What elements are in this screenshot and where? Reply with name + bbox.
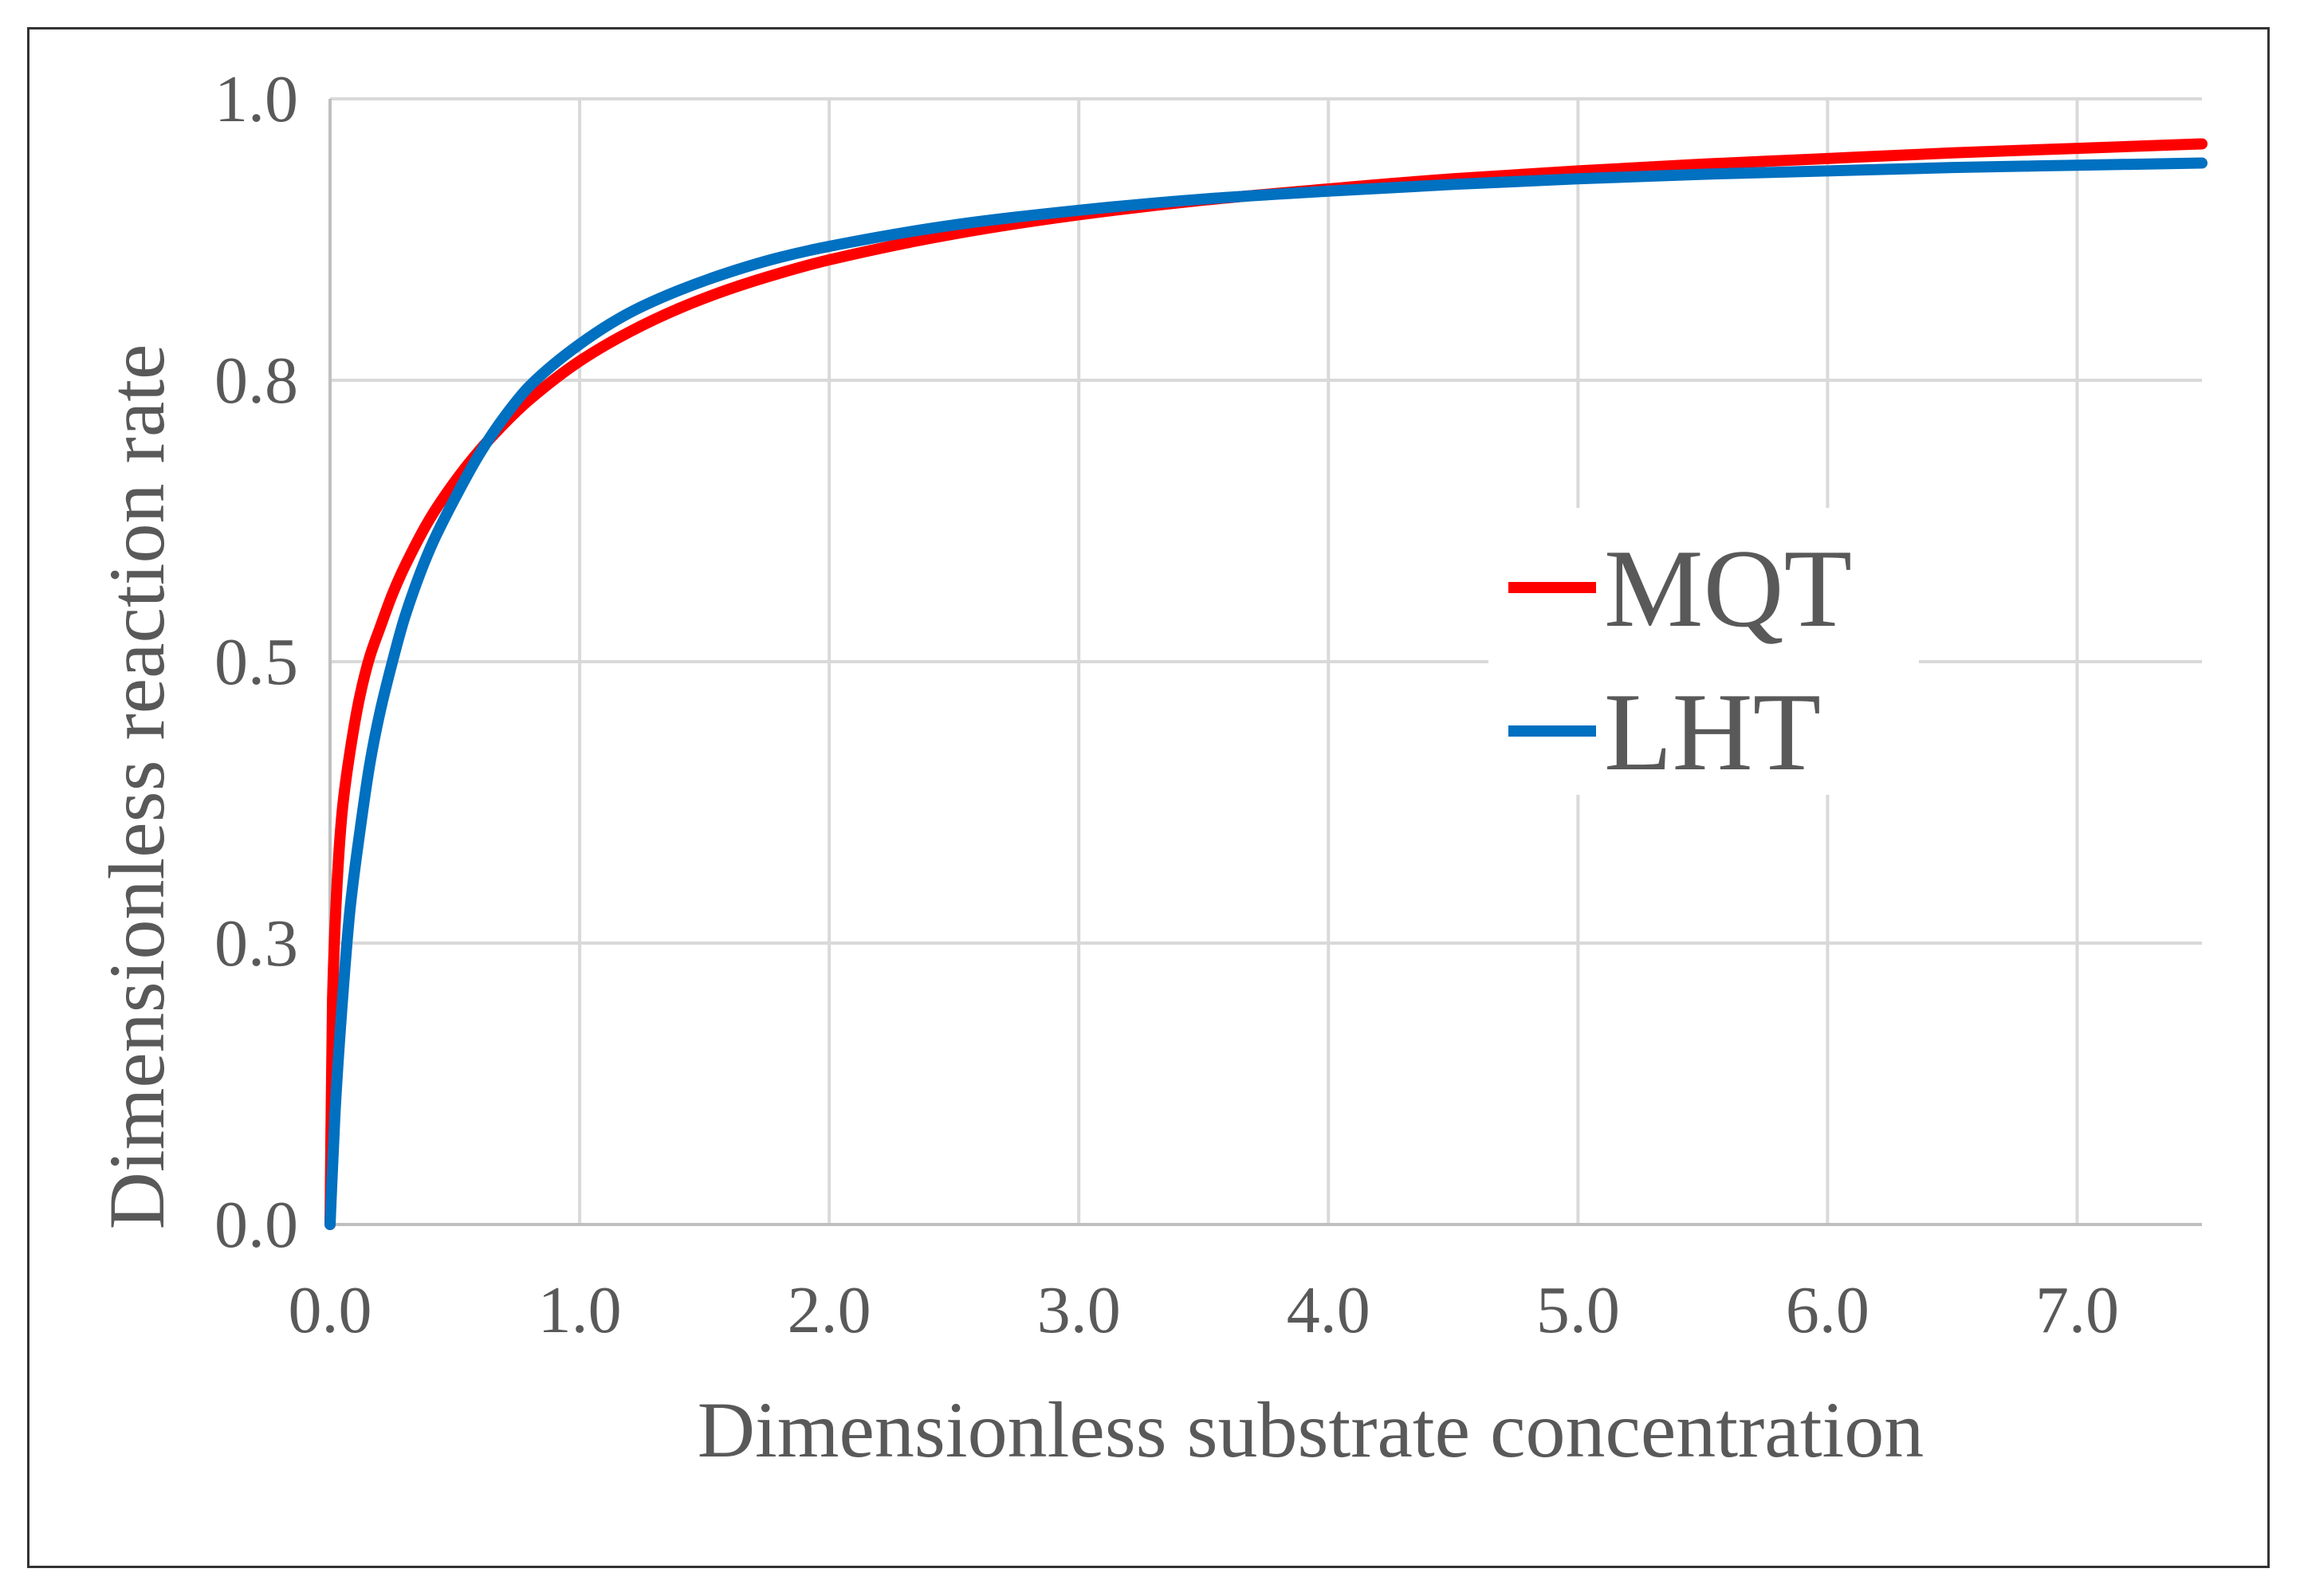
x-tick-label: 7.0 (2035, 1273, 2119, 1347)
x-tick-label: 1.0 (538, 1273, 622, 1347)
y-tick-label: 0.5 (214, 625, 298, 699)
x-tick-label: 0.0 (289, 1273, 372, 1347)
series-line-mqt (324, 138, 2208, 1230)
x-tick-label: 6.0 (1786, 1273, 1869, 1347)
x-tick-label: 5.0 (1536, 1273, 1620, 1347)
legend-background (1488, 508, 1919, 795)
x-axis-title: Dimensionless substrate concentration (698, 1386, 1925, 1474)
y-tick-label: 0.0 (214, 1188, 298, 1262)
legend-label-lht: LHT (1604, 670, 1821, 794)
y-tick-label: 1.0 (214, 62, 298, 136)
series-line-lht (324, 157, 2208, 1230)
x-tick-label: 4.0 (1287, 1273, 1370, 1347)
chart-svg: 0.00.30.50.81.00.0 1.0 2.0 3.0 4.0 5.0 6.0 7.0 … (92, 62, 2208, 1474)
x-tick-label: 2.0 (788, 1273, 871, 1347)
x-tick-label: 3.0 (1037, 1273, 1121, 1347)
series-layer (324, 138, 2208, 1230)
y-tick-label: 0.3 (214, 906, 298, 981)
tick-layer: 0.0 0.3 0.5 0.8 1.0 0.0 1.0 2.0 3.0 4.0 5.0 6.0 7.0 (214, 62, 2119, 1347)
grid-layer (330, 97, 2202, 1225)
legend: MQT LHT (1488, 508, 1919, 795)
chart-frame: 0.0 0.3 0.5 0.8 1.0 0.0 1.0 2.0 3.0 4.0 5.0 6.0 7.0 … (27, 27, 2270, 1568)
y-axis-title: Dimensionless reaction rate (92, 344, 181, 1230)
y-tick-label: 0.8 (214, 344, 298, 418)
legend-label-mqt: MQT (1604, 527, 1852, 651)
